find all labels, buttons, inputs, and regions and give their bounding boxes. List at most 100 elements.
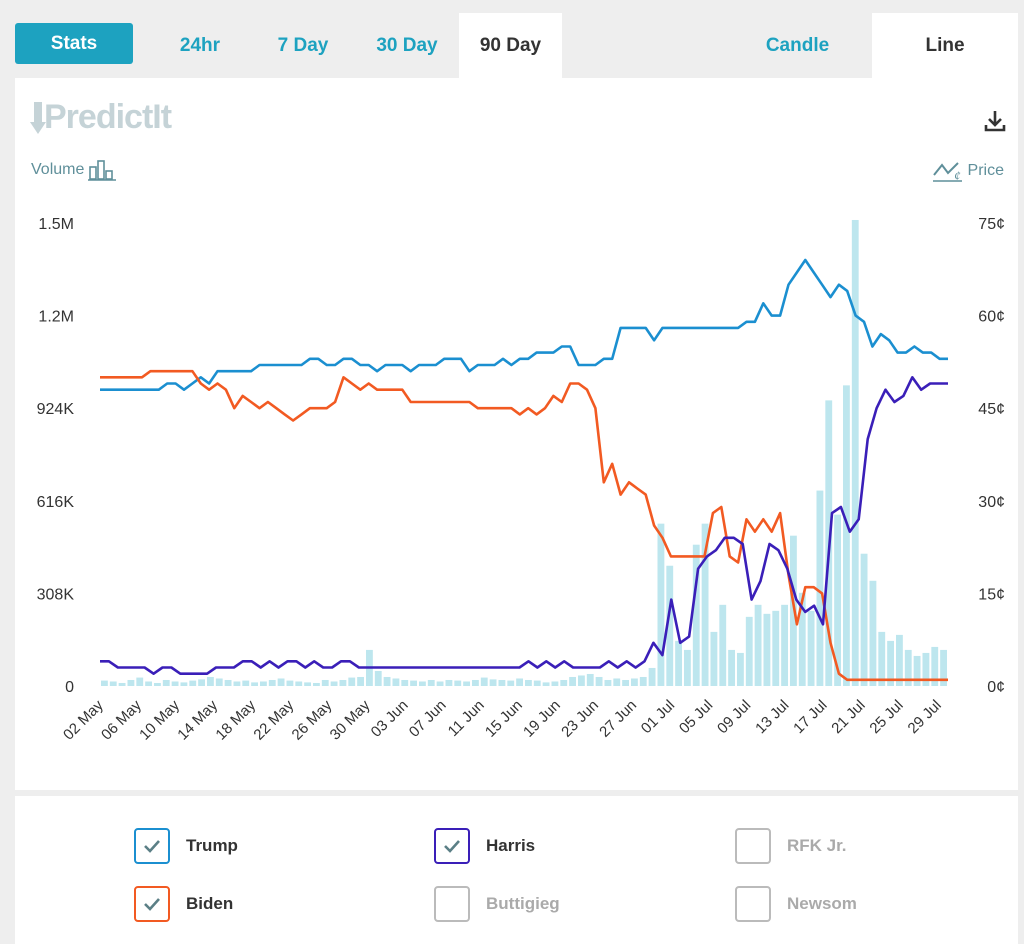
left-axis-tick: 1.5M: [38, 216, 74, 233]
right-axis-tick: 0¢: [987, 679, 1005, 696]
check-icon: [444, 840, 460, 853]
stats-button[interactable]: Stats: [15, 23, 133, 64]
volume-bar: [118, 682, 126, 686]
volume-bar: [807, 610, 815, 686]
x-axis-tick: 21 Jul: [828, 697, 868, 737]
right-axis-tick: 15¢: [978, 586, 1005, 603]
volume-bar: [516, 678, 523, 686]
volume-bar: [684, 649, 691, 686]
tab-30-day[interactable]: 30 Day: [376, 34, 438, 56]
volume-bar: [277, 678, 285, 686]
volume-bar: [851, 219, 859, 686]
x-axis-tick: 10 May: [136, 696, 183, 743]
volume-bar: [463, 681, 470, 686]
x-axis-tick: 29 Jul: [905, 697, 945, 737]
x-axis-tick: 25 Jul: [866, 697, 906, 737]
volume-bar: [551, 681, 559, 686]
volume-bar: [198, 679, 205, 686]
volume-bar: [162, 679, 170, 686]
tab-line[interactable]: Line: [872, 13, 1018, 78]
legend-item-trump[interactable]: Trump: [134, 828, 238, 864]
volume-bar: [507, 680, 515, 686]
volume-bar: [321, 679, 329, 686]
legend-checkbox[interactable]: [434, 828, 470, 864]
legend-label: Newsom: [787, 894, 857, 913]
legend-checkbox[interactable]: [134, 828, 170, 864]
volume-bar: [781, 604, 788, 686]
legend-checkbox[interactable]: [134, 886, 170, 922]
legend-label: Harris: [486, 836, 536, 855]
volume-bar: [816, 490, 824, 686]
tab-candle[interactable]: Candle: [765, 34, 830, 56]
x-axis-tick: 30 May: [327, 696, 374, 743]
volume-bar: [639, 676, 647, 686]
volume-bar: [357, 676, 364, 686]
volume-bar: [666, 565, 674, 686]
volume-bar: [383, 676, 391, 686]
volume-bar: [242, 680, 250, 686]
volume-bar: [304, 682, 311, 686]
x-axis-tick: 13 Jul: [752, 697, 792, 737]
volume-axis-toggle[interactable]: Volume: [31, 159, 118, 181]
chart-panel: [15, 78, 1018, 790]
volume-bar: [109, 681, 117, 686]
volume-bar: [480, 677, 488, 686]
volume-bar: [675, 640, 682, 686]
volume-bar: [622, 679, 629, 686]
series-line-harris: [100, 376, 948, 676]
volume-bar: [295, 681, 303, 686]
volume-bar: [719, 604, 727, 686]
volume-bar: [763, 613, 771, 686]
volume-bar: [931, 646, 939, 686]
x-axis-tick: 05 Jul: [676, 697, 716, 737]
tab-7-day[interactable]: 7 Day: [277, 34, 329, 56]
legend-checkbox[interactable]: [735, 886, 771, 922]
left-axis-tick: 924K: [37, 401, 75, 418]
volume-bar: [145, 681, 152, 686]
legend-label: Trump: [186, 836, 238, 855]
volume-bar: [798, 592, 806, 686]
left-axis-tick: 0: [65, 679, 74, 696]
volume-bar: [586, 673, 594, 686]
legend-item-biden[interactable]: Biden: [134, 886, 233, 922]
volume-bar: [648, 667, 656, 686]
volume-bar: [154, 682, 161, 686]
volume-bar: [374, 670, 382, 686]
price-axis-toggle[interactable]: ¢ Price: [932, 159, 1004, 183]
x-axis-tick: 02 May: [60, 696, 107, 743]
legend-item-rfk-jr[interactable]: RFK Jr.: [735, 828, 847, 864]
series-line-trump: [100, 258, 948, 391]
volume-bar: [578, 675, 585, 686]
volume-bar: [878, 631, 886, 686]
x-axis-tick: 15 Jun: [482, 697, 526, 741]
volume-bar: [348, 677, 356, 686]
check-icon: [144, 840, 160, 853]
right-axis-tick: 60¢: [978, 309, 1005, 326]
legend-checkbox[interactable]: [434, 886, 470, 922]
price-label: Price: [967, 162, 1004, 179]
tab-24hr[interactable]: 24hr: [179, 34, 221, 56]
legend-item-harris[interactable]: Harris: [434, 828, 535, 864]
volume-bar: [498, 679, 506, 686]
legend-item-buttigieg[interactable]: Buttigieg: [434, 886, 560, 922]
tab-90-day[interactable]: 90 Day: [459, 13, 562, 78]
volume-bar: [224, 679, 232, 686]
download-icon[interactable]: [982, 108, 1008, 134]
check-icon: [144, 898, 160, 911]
x-axis-tick: 11 Jun: [445, 697, 488, 740]
x-axis-tick: 23 Jun: [558, 697, 602, 741]
legend-item-newsom[interactable]: Newsom: [735, 886, 857, 922]
volume-bar: [489, 679, 497, 686]
volume-bar: [286, 680, 294, 686]
volume-bar: [436, 681, 444, 686]
legend-checkbox[interactable]: [735, 828, 771, 864]
volume-bar: [189, 680, 197, 686]
right-axis-tick: 30¢: [978, 494, 1005, 511]
left-axis-tick: 308K: [37, 586, 75, 603]
volume-bar: [922, 652, 930, 686]
volume-bar: [251, 682, 258, 686]
volume-bar: [101, 680, 108, 686]
volume-bar: [533, 680, 541, 686]
predictit-logo: PredictIt: [30, 96, 190, 142]
volume-bar: [604, 679, 612, 686]
